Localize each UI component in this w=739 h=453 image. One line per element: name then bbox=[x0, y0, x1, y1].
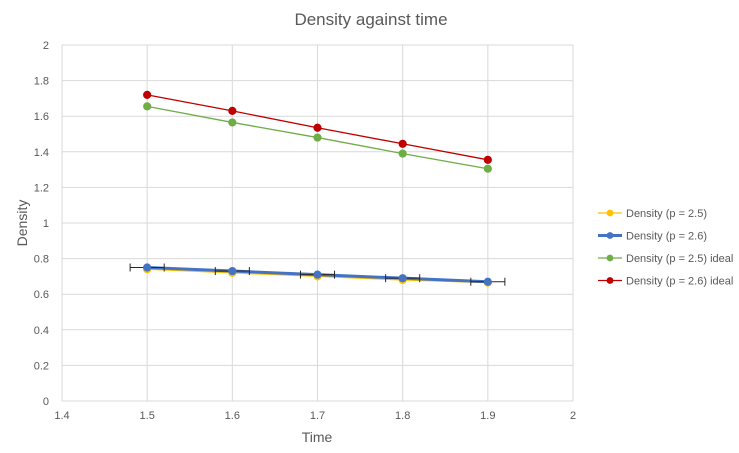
data-point bbox=[398, 274, 407, 283]
legend-label: Density (p = 2.6) bbox=[626, 231, 707, 243]
x-tick-label: 1.7 bbox=[310, 410, 325, 422]
y-tick-label: 1 bbox=[43, 218, 49, 230]
legend: Density (p = 2.5) Density (p = 2.6) Densit… bbox=[598, 208, 733, 288]
series-4 bbox=[143, 90, 492, 164]
x-tick-label: 1.9 bbox=[480, 410, 495, 422]
y-tick-label: 1.4 bbox=[34, 147, 49, 159]
gridlines bbox=[61, 44, 574, 402]
data-point bbox=[398, 139, 407, 148]
chart-title: Density against time bbox=[294, 10, 447, 29]
x-tick-label: 1.5 bbox=[140, 410, 155, 422]
data-point bbox=[483, 277, 492, 286]
y-tick-label: 2 bbox=[43, 40, 49, 52]
data-point bbox=[143, 263, 152, 272]
y-tick-label: 0.6 bbox=[34, 289, 49, 301]
legend-label: Density (p = 2.6) ideal bbox=[626, 276, 733, 288]
y-tick-label: 0.8 bbox=[34, 254, 49, 266]
x-tick-label: 2 bbox=[570, 410, 576, 422]
legend-item: Density (p = 2.5) bbox=[598, 208, 707, 220]
legend-item: Density (p = 2.5) ideal bbox=[598, 253, 733, 265]
y-tick-label: 0.2 bbox=[34, 360, 49, 372]
x-tick-label: 1.8 bbox=[395, 410, 410, 422]
x-tick-label: 1.6 bbox=[225, 410, 240, 422]
y-tick-label: 1.6 bbox=[34, 111, 49, 123]
data-point bbox=[313, 123, 322, 132]
series-3 bbox=[143, 102, 492, 173]
data-point bbox=[483, 155, 492, 164]
series-2 bbox=[129, 263, 506, 286]
x-axis-tick-labels: 1.4 1.5 1.6 1.7 1.8 1.9 2 bbox=[54, 410, 576, 422]
data-point bbox=[483, 164, 492, 173]
data-point bbox=[313, 133, 322, 142]
legend-item: Density (p = 2.6) ideal bbox=[598, 276, 733, 288]
legend-marker bbox=[606, 254, 614, 262]
plot-series bbox=[129, 90, 506, 287]
y-tick-label: 0.4 bbox=[34, 325, 49, 337]
y-axis-tick-labels: 0 0.2 0.4 0.6 0.8 1 1.2 1.4 1.6 1.8 2 bbox=[34, 40, 49, 408]
y-axis-title: Density bbox=[14, 200, 30, 247]
legend-label: Density (p = 2.5) ideal bbox=[626, 253, 733, 265]
legend-marker bbox=[606, 232, 614, 239]
legend-marker bbox=[606, 277, 614, 284]
x-tick-label: 1.4 bbox=[54, 410, 69, 422]
y-tick-label: 1.8 bbox=[34, 76, 49, 88]
y-tick-label: 1.2 bbox=[34, 182, 49, 194]
data-point bbox=[143, 90, 152, 99]
data-point bbox=[313, 270, 322, 279]
data-point bbox=[228, 266, 237, 276]
legend-marker bbox=[606, 209, 614, 217]
data-point bbox=[228, 106, 237, 115]
data-point bbox=[143, 102, 152, 111]
x-axis-title: Time bbox=[302, 429, 333, 445]
legend-label: Density (p = 2.5) bbox=[626, 208, 707, 220]
y-tick-label: 0 bbox=[43, 396, 49, 408]
data-point bbox=[228, 118, 237, 127]
legend-item: Density (p = 2.6) bbox=[598, 231, 707, 243]
data-point bbox=[398, 149, 407, 158]
